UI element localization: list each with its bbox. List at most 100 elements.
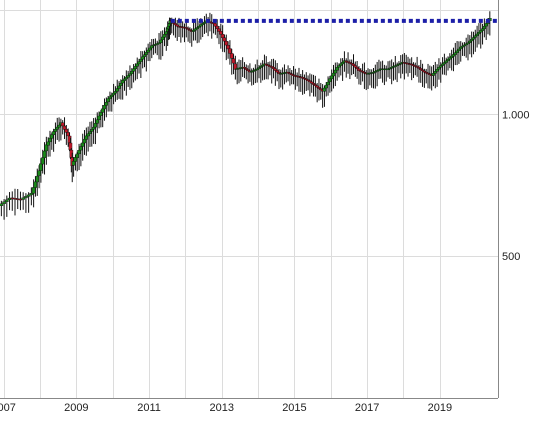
candle-body <box>100 108 105 113</box>
candle-body <box>311 83 316 85</box>
candle-body <box>222 37 227 42</box>
candle-body <box>86 133 90 137</box>
plot-frame <box>0 0 499 399</box>
candle-body <box>5 199 9 202</box>
candle-body <box>226 45 230 50</box>
candle-body <box>438 65 443 68</box>
candle-body <box>102 105 107 110</box>
candle-body <box>228 48 232 54</box>
candle-body <box>224 41 229 46</box>
candle-body <box>68 142 73 150</box>
candle-body <box>355 66 359 70</box>
candle-body <box>122 78 127 81</box>
candle-body <box>197 25 201 28</box>
candle-body <box>89 129 94 132</box>
candle-body <box>62 125 67 130</box>
candle-body <box>24 196 28 199</box>
x-tick-label: 2011 <box>137 402 161 414</box>
candle-body <box>57 124 61 128</box>
candle-body <box>40 157 45 165</box>
x-tick-label: 2015 <box>282 402 306 414</box>
candle-body <box>53 129 58 132</box>
candle-body <box>49 134 54 139</box>
candle-body <box>326 81 330 86</box>
candle-body <box>455 50 459 53</box>
candle-body <box>318 88 323 91</box>
candle-body <box>26 194 31 197</box>
candle-body <box>60 122 65 127</box>
candle-body <box>29 193 34 196</box>
candle-body <box>213 23 218 27</box>
candle-body <box>322 87 327 92</box>
candle-body <box>159 39 163 43</box>
candle-body <box>437 67 441 70</box>
candle-body <box>77 150 81 155</box>
y-tick-label: 1.000 <box>502 109 530 121</box>
candle-body <box>457 48 461 51</box>
candle-body <box>137 61 141 65</box>
candle-body <box>31 187 36 194</box>
candle-body <box>315 85 319 88</box>
candle-body <box>324 84 329 89</box>
candle-body <box>431 73 436 76</box>
candle-body <box>129 71 134 74</box>
candle-body <box>80 142 85 147</box>
candle-body <box>317 87 321 89</box>
y-tick-label: 500 <box>502 251 520 263</box>
candles <box>0 11 492 220</box>
candle-body <box>99 112 103 116</box>
candle-body <box>433 71 438 74</box>
candle-body <box>109 94 114 98</box>
candle-body <box>39 163 43 171</box>
candle-body <box>484 23 488 27</box>
candle-body <box>331 72 336 77</box>
candle-body <box>144 52 149 55</box>
candle-body <box>418 68 423 70</box>
y-tick-labels: 1.000 500 <box>502 109 530 263</box>
x-tick-label: 2009 <box>64 402 88 414</box>
candle-body <box>126 75 130 78</box>
candle-body <box>35 175 40 183</box>
candle-body <box>75 153 80 158</box>
candle-body <box>73 157 78 162</box>
candle-body <box>275 70 279 73</box>
candle-body <box>71 161 76 166</box>
candle-body <box>337 65 341 68</box>
candle-body <box>195 27 200 30</box>
candle-body <box>104 102 109 106</box>
candle-body <box>271 66 276 69</box>
candle-body <box>482 25 487 30</box>
candle-body <box>44 144 49 152</box>
candle-body <box>462 44 467 47</box>
candle-body <box>37 170 41 176</box>
candle-body <box>113 91 118 94</box>
candle-body <box>329 75 334 80</box>
candle-body <box>215 25 219 30</box>
candle-body <box>117 85 121 89</box>
candle-body <box>93 123 98 128</box>
candle-body <box>309 81 314 84</box>
candle-body <box>231 58 236 64</box>
candle-body <box>67 135 72 143</box>
candle-body <box>229 53 234 59</box>
x-tick-label: 2019 <box>428 402 452 414</box>
candle-body <box>64 129 69 133</box>
candle-body <box>133 66 138 70</box>
candle-body <box>444 60 449 63</box>
candle-body <box>33 181 38 188</box>
candle-body <box>246 69 250 72</box>
candle-body <box>46 141 50 146</box>
candle-body <box>91 126 96 130</box>
candle-body <box>469 39 474 42</box>
candle-body <box>82 138 87 144</box>
candle-body <box>88 131 92 134</box>
candle-body <box>148 47 152 51</box>
candle-body <box>471 37 476 40</box>
x-tick-label: 2007 <box>0 402 16 414</box>
candle-body <box>106 98 110 103</box>
candle-body <box>97 115 101 120</box>
candle-body <box>328 78 332 82</box>
x-tick-labels: 2007 2009 2011 2013 2015 2017 2019 <box>0 402 452 414</box>
candle-body <box>353 65 358 68</box>
